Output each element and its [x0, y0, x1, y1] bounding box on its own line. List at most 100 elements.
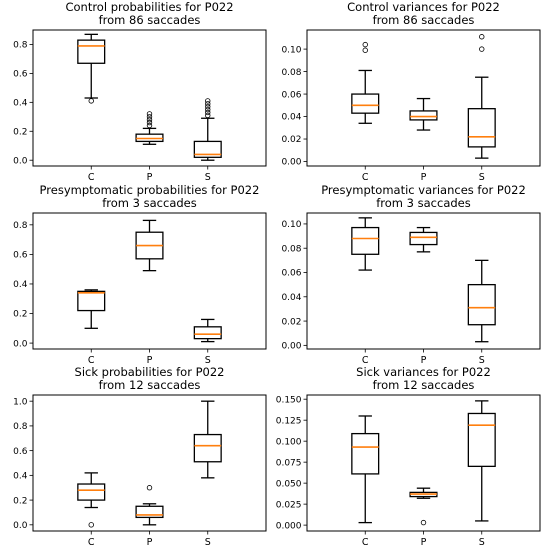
box-P	[409, 487, 438, 526]
box-iqr	[351, 226, 380, 255]
x-tick-label: S	[479, 537, 485, 545]
x-tick-label: P	[147, 172, 153, 183]
y-tick-label: 0.00	[281, 158, 301, 168]
box-C	[77, 472, 106, 528]
y-tick-label: 0.2	[13, 496, 27, 506]
chart-title-line-1: Presymptomatic variances for P022	[321, 183, 526, 197]
flier-point	[146, 114, 153, 120]
box-iqr	[77, 483, 106, 501]
box-iqr	[467, 412, 496, 468]
x-tick-label: P	[421, 172, 427, 183]
y-tick-label: 0.6	[13, 70, 28, 80]
chart-title-line-1: Sick probabilities for P022	[75, 365, 225, 379]
y-tick-label: 0.4	[13, 280, 28, 290]
flier-point	[88, 522, 94, 528]
box-S	[193, 318, 222, 343]
y-tick-label: 0.04	[281, 293, 301, 303]
box-iqr	[135, 505, 164, 519]
y-tick-label: 0.2	[13, 310, 27, 320]
flier-point	[205, 98, 211, 104]
chart-title-line-2: from 12 saccades	[373, 378, 475, 392]
x-tick-label: P	[147, 537, 153, 545]
axes-frame	[32, 29, 267, 167]
flier-point	[205, 112, 211, 119]
y-tick-label: 0.6	[13, 251, 28, 261]
y-tick-label: 0.2	[13, 127, 27, 137]
x-tick-label: S	[205, 355, 211, 366]
y-tick-label: 0.8	[13, 422, 28, 432]
flier-point	[479, 34, 485, 40]
box-C	[351, 41, 380, 124]
box-iqr	[467, 108, 496, 148]
y-tick-label: 0.025	[276, 500, 302, 510]
x-tick-label: P	[421, 355, 427, 366]
axes-frame	[32, 212, 267, 350]
y-tick-label: 0.10	[281, 45, 301, 55]
flier-point	[205, 109, 211, 116]
chart-title-line-1: Control variances for P022	[347, 0, 500, 14]
box-iqr	[193, 326, 222, 340]
axes-frame	[306, 212, 541, 350]
flier-point	[205, 101, 211, 107]
flier-point	[420, 519, 427, 526]
box-S	[467, 259, 496, 343]
y-tick-label: 0.050	[276, 479, 302, 489]
box-P	[409, 97, 438, 131]
box-C	[77, 289, 106, 329]
chart-title-line-2: from 12 saccades	[99, 378, 201, 392]
y-tick-label: 0.4	[13, 99, 28, 109]
y-tick-label: 0.8	[13, 41, 28, 51]
flier-point	[146, 117, 153, 123]
x-tick-label: C	[88, 355, 95, 366]
flier-point	[205, 106, 211, 113]
box-iqr	[77, 39, 106, 64]
flier-point	[479, 46, 485, 52]
box-C	[351, 217, 380, 271]
box-C	[77, 33, 106, 104]
y-tick-label: 0.6	[13, 447, 28, 457]
flier-point	[146, 485, 153, 491]
y-tick-label: 0.04	[281, 113, 301, 123]
box-iqr	[467, 283, 496, 326]
box-S	[467, 400, 496, 522]
chart-title-line-1: Control probabilities for P022	[65, 0, 233, 14]
chart-title-line-1: Sick variances for P022	[356, 365, 491, 379]
flier-point	[146, 111, 153, 117]
chart-title-line-2: from 3 saccades	[376, 196, 471, 210]
axes-frame	[32, 394, 267, 532]
axes-frame	[306, 394, 541, 532]
y-tick-label: 0.10	[281, 220, 301, 230]
box-C	[351, 415, 380, 524]
y-tick-label: 0.00	[281, 342, 301, 352]
y-tick-label: 0.08	[281, 68, 301, 78]
y-tick-label: 0.000	[276, 521, 302, 531]
subplot-3: Presymptomatic probabilities for P022fro…	[13, 183, 267, 366]
flier-point	[362, 47, 368, 53]
y-tick-label: 0.02	[281, 135, 301, 145]
chart-title-line-2: from 86 saccades	[373, 13, 475, 27]
box-S	[193, 98, 222, 161]
chart-title-line-2: from 3 saccades	[102, 196, 197, 210]
flier-point	[205, 103, 211, 110]
x-tick-label: S	[479, 172, 485, 183]
box-iqr	[351, 432, 380, 475]
box-iqr	[409, 231, 438, 246]
flier-point	[146, 122, 153, 129]
chart-title-line-1: Presymptomatic probabilities for P022	[40, 183, 260, 197]
box-P	[409, 226, 438, 253]
flier-point	[146, 119, 153, 126]
y-tick-label: 0.100	[276, 437, 302, 447]
y-tick-label: 0.08	[281, 244, 301, 254]
y-tick-label: 0.125	[276, 416, 302, 426]
y-tick-label: 0.075	[276, 458, 302, 468]
y-tick-label: 0.06	[281, 269, 301, 279]
box-iqr	[77, 290, 106, 312]
box-S	[467, 34, 496, 159]
x-tick-label: P	[147, 355, 153, 366]
x-tick-label: C	[362, 172, 369, 183]
x-tick-label: C	[88, 537, 95, 545]
